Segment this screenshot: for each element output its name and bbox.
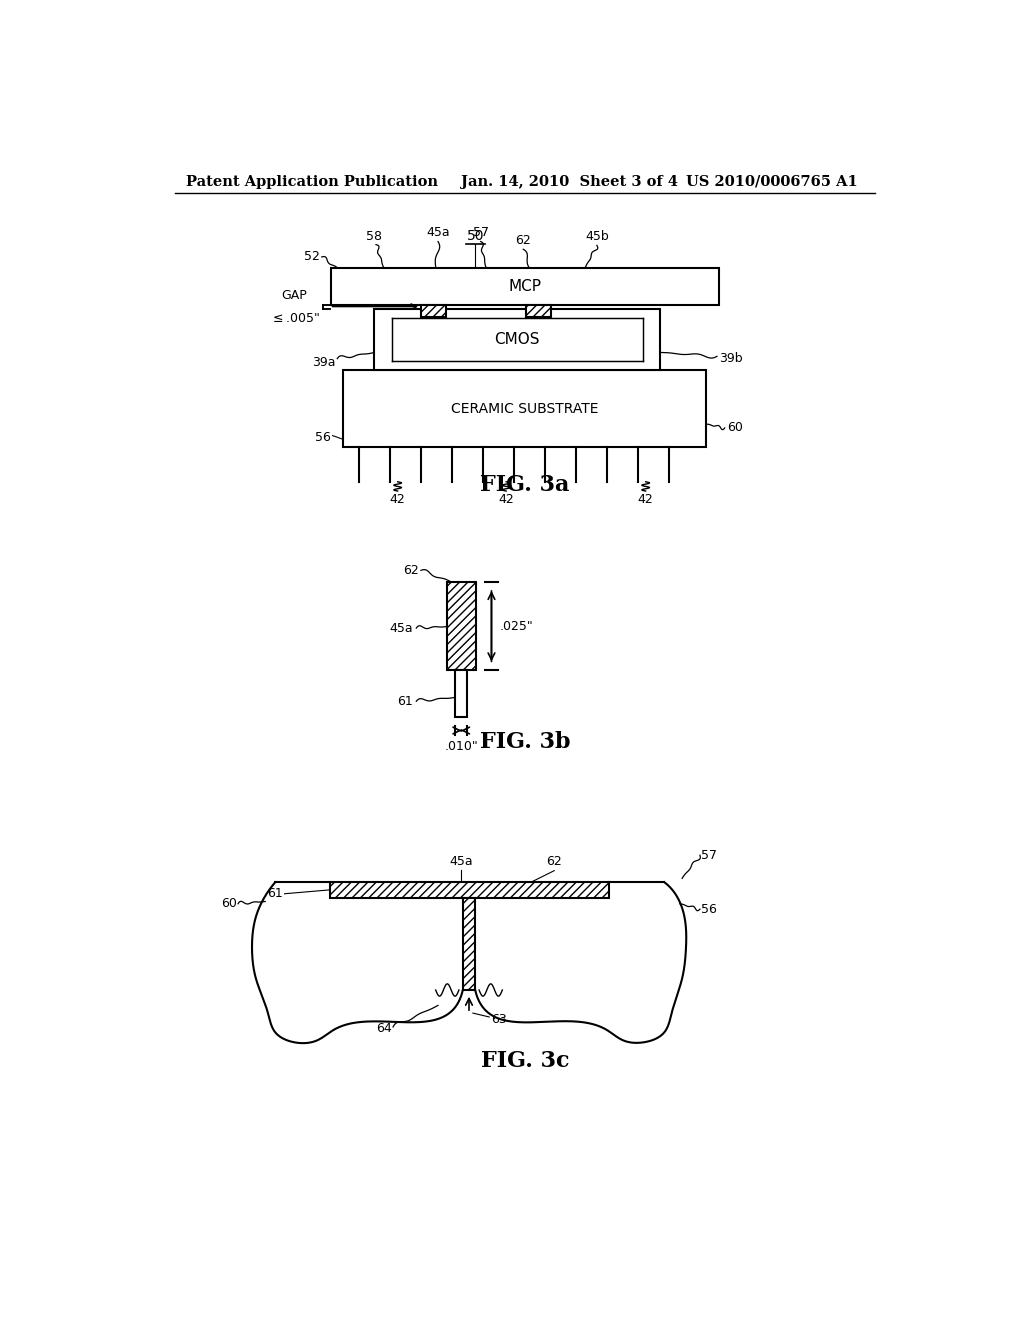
Text: CMOS: CMOS [495, 331, 540, 347]
Bar [446, 582, 476, 671]
Text: 62: 62 [547, 855, 562, 869]
Text: Patent Application Publication: Patent Application Publication [186, 174, 438, 189]
Text: 42: 42 [638, 494, 653, 507]
Text: 45a: 45a [389, 622, 414, 635]
Text: FIG. 3a: FIG. 3a [480, 474, 569, 496]
Text: $\leq$.005": $\leq$.005" [269, 312, 319, 325]
Bar [463, 898, 475, 990]
Text: 60: 60 [727, 421, 743, 434]
Text: 39a: 39a [312, 356, 336, 370]
Bar [331, 268, 719, 305]
Text: CERAMIC SUBSTRATE: CERAMIC SUBSTRATE [451, 401, 599, 416]
Text: 60: 60 [220, 898, 237, 911]
Text: 50: 50 [467, 230, 484, 243]
Text: FIG. 3c: FIG. 3c [480, 1049, 569, 1072]
Text: 57: 57 [473, 226, 488, 239]
Text: 42: 42 [499, 494, 514, 507]
Text: 62: 62 [402, 564, 419, 577]
Text: .010": .010" [444, 739, 478, 752]
Text: 52: 52 [304, 251, 321, 264]
Text: US 2010/0006765 A1: US 2010/0006765 A1 [686, 174, 858, 189]
Text: 39b: 39b [719, 352, 743, 366]
Bar [455, 671, 467, 717]
Text: .025": .025" [500, 619, 532, 632]
Text: FIG. 3b: FIG. 3b [479, 731, 570, 752]
Text: 42: 42 [390, 494, 406, 507]
Text: 64: 64 [376, 1022, 391, 1035]
Bar [526, 305, 551, 317]
Text: 57: 57 [701, 849, 718, 862]
Text: 45b: 45b [585, 230, 608, 243]
Bar [330, 882, 608, 898]
Bar [375, 309, 659, 370]
Text: 58: 58 [367, 230, 382, 243]
Text: MCP: MCP [508, 279, 542, 294]
Text: 62: 62 [515, 234, 531, 247]
Text: 56: 56 [701, 903, 718, 916]
Text: GAP: GAP [282, 289, 307, 302]
Text: Jan. 14, 2010  Sheet 3 of 4: Jan. 14, 2010 Sheet 3 of 4 [461, 174, 678, 189]
Bar [421, 305, 445, 317]
Text: 45a: 45a [426, 226, 450, 239]
Bar [343, 370, 707, 447]
Text: 61: 61 [397, 694, 414, 708]
Text: 45a: 45a [450, 855, 473, 869]
Text: 56: 56 [315, 430, 331, 444]
Text: 63: 63 [490, 1012, 507, 1026]
Text: 61: 61 [267, 887, 283, 900]
